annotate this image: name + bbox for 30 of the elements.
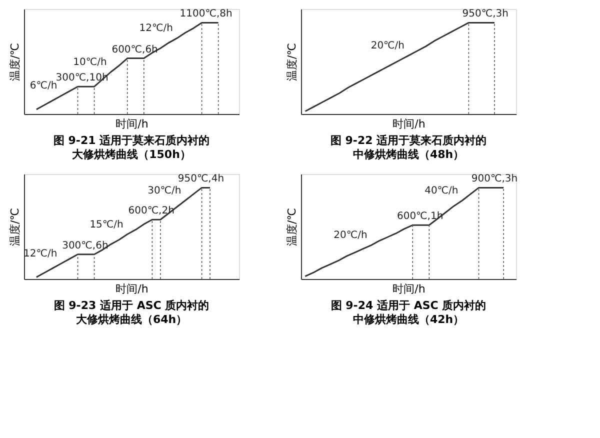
x-axis-title: 时间/h: [116, 118, 148, 130]
text: 图 9-23 适用于 ASC 质内衬的: [54, 299, 210, 312]
text: 950℃,3h: [462, 8, 508, 20]
text: 900℃,3h: [471, 174, 518, 185]
y-axis-title: 温度/℃: [286, 42, 298, 82]
text: 图 9-22 适用于莫来石质内衬的: [330, 134, 487, 147]
x-axis-title: 时间/h: [116, 282, 148, 296]
annotation: 6℃/h: [30, 80, 58, 92]
text: 中修烘烤曲线（42h）: [352, 313, 464, 326]
x-axis-title: 时间/h: [392, 118, 426, 130]
y-axis-title: 温度/℃: [286, 208, 298, 246]
y-axis-title: 温度/℃: [8, 42, 22, 82]
annotation: 30℃/h: [148, 185, 182, 196]
annotation: 40℃/h: [424, 185, 458, 196]
annotation: 20℃/h: [370, 40, 404, 52]
y-axis-title: 温度/℃: [8, 208, 22, 246]
text: 1100℃,8h: [180, 8, 232, 20]
annotation: 15℃/h: [90, 219, 124, 230]
text: 图 9-24 适用于 ASC 质内衬的: [330, 299, 486, 312]
text: 图 9-21 适用于莫来石质内衬的: [53, 134, 210, 147]
text: 中修烘烤曲线（48h）: [352, 148, 464, 161]
annotation: 20℃/h: [334, 230, 368, 242]
text: 大修烘烤曲线（150h）: [72, 148, 191, 161]
annotation: 12℃/h: [139, 23, 173, 34]
text: 950℃,4h: [178, 174, 224, 185]
text: 大修烘烤曲线（64h）: [76, 313, 188, 326]
annotation: 300℃,6h: [62, 240, 108, 252]
x-axis-title: 时间/h: [392, 282, 426, 296]
annotation: 10℃/h: [73, 57, 107, 68]
annotation: 600℃,6h: [112, 44, 158, 56]
